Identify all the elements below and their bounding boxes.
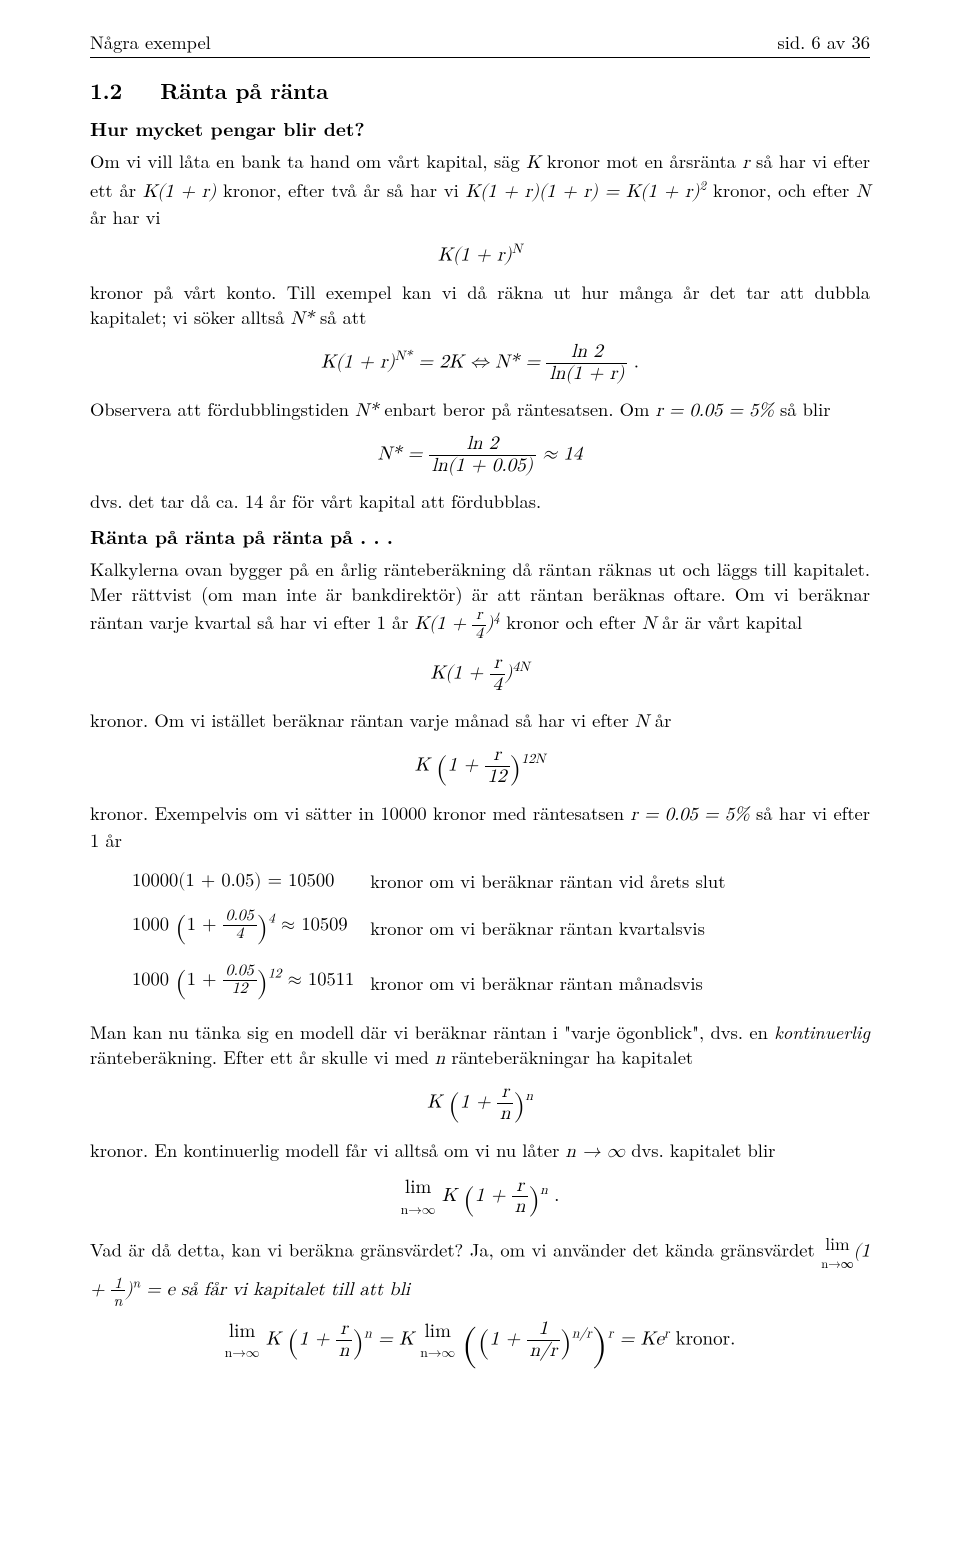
paragraph: kronor. Exempelvis om vi sätter in 10000… <box>90 801 870 853</box>
running-header: Några exempel sid. 6 av 36 <box>90 30 870 58</box>
paragraph: dvs. det tar då ca. 14 år för vårt kapit… <box>90 489 870 514</box>
table-row: 1000 (1 + 0.054)4 ≈ 10509 kronor om vi b… <box>132 902 739 955</box>
paragraph: Vad är då detta, kan vi beräkna gränsvär… <box>90 1232 870 1308</box>
section-title: Ränta på ränta <box>160 75 328 106</box>
equation: N* = ln 2ln(1 + 0.05) ≈ 14 <box>90 434 870 477</box>
equation: limn→∞ K (1 + rn)n = K limn→∞ ((1 + 1n/r… <box>90 1318 870 1374</box>
table-row: 10000(1 + 0.05) = 10500 kronor om vi ber… <box>132 863 739 900</box>
header-right: sid. 6 av 36 <box>777 30 870 55</box>
equation: K(1 + r)N <box>90 240 870 268</box>
equation: limn→∞ K (1 + rn)n . <box>90 1175 870 1220</box>
equation: K (1 + r12)12N <box>90 745 870 789</box>
sub-heading-2: Ränta på ränta på ränta på . . . <box>90 524 870 550</box>
paragraph: Man kan nu tänka sig en modell där vi be… <box>90 1020 870 1072</box>
table-row: 1000 (1 + 0.0512)12 ≈ 10511 kronor om vi… <box>132 957 739 1010</box>
equation: K(1 + r)N* = 2K ⇔ N* = ln 2ln(1 + r) . <box>90 342 870 385</box>
calculation-table: 10000(1 + 0.05) = 10500 kronor om vi ber… <box>130 861 741 1012</box>
paragraph: Kalkylerna ovan bygger på en årlig ränte… <box>90 557 870 643</box>
section-number: 1.2 <box>90 75 122 106</box>
paragraph: Observera att fördubblingstiden N* enbar… <box>90 397 870 424</box>
paragraph: kronor. En kontinuerlig modell får vi al… <box>90 1138 870 1165</box>
page: Några exempel sid. 6 av 36 1.2 Ränta på … <box>0 0 960 1426</box>
header-left: Några exempel <box>90 30 211 55</box>
paragraph: kronor. Om vi istället beräknar räntan v… <box>90 708 870 735</box>
sub-heading-1: Hur mycket pengar blir det? <box>90 116 870 142</box>
section-heading: 1.2 Ränta på ränta <box>90 76 870 106</box>
paragraph: Om vi vill låta en bank ta hand om vårt … <box>90 149 870 230</box>
equation: K(1 + r4)4N <box>90 653 870 696</box>
paragraph: kronor på vårt konto. Till exempel kan v… <box>90 280 870 332</box>
equation: K (1 + rn)n <box>90 1082 870 1126</box>
